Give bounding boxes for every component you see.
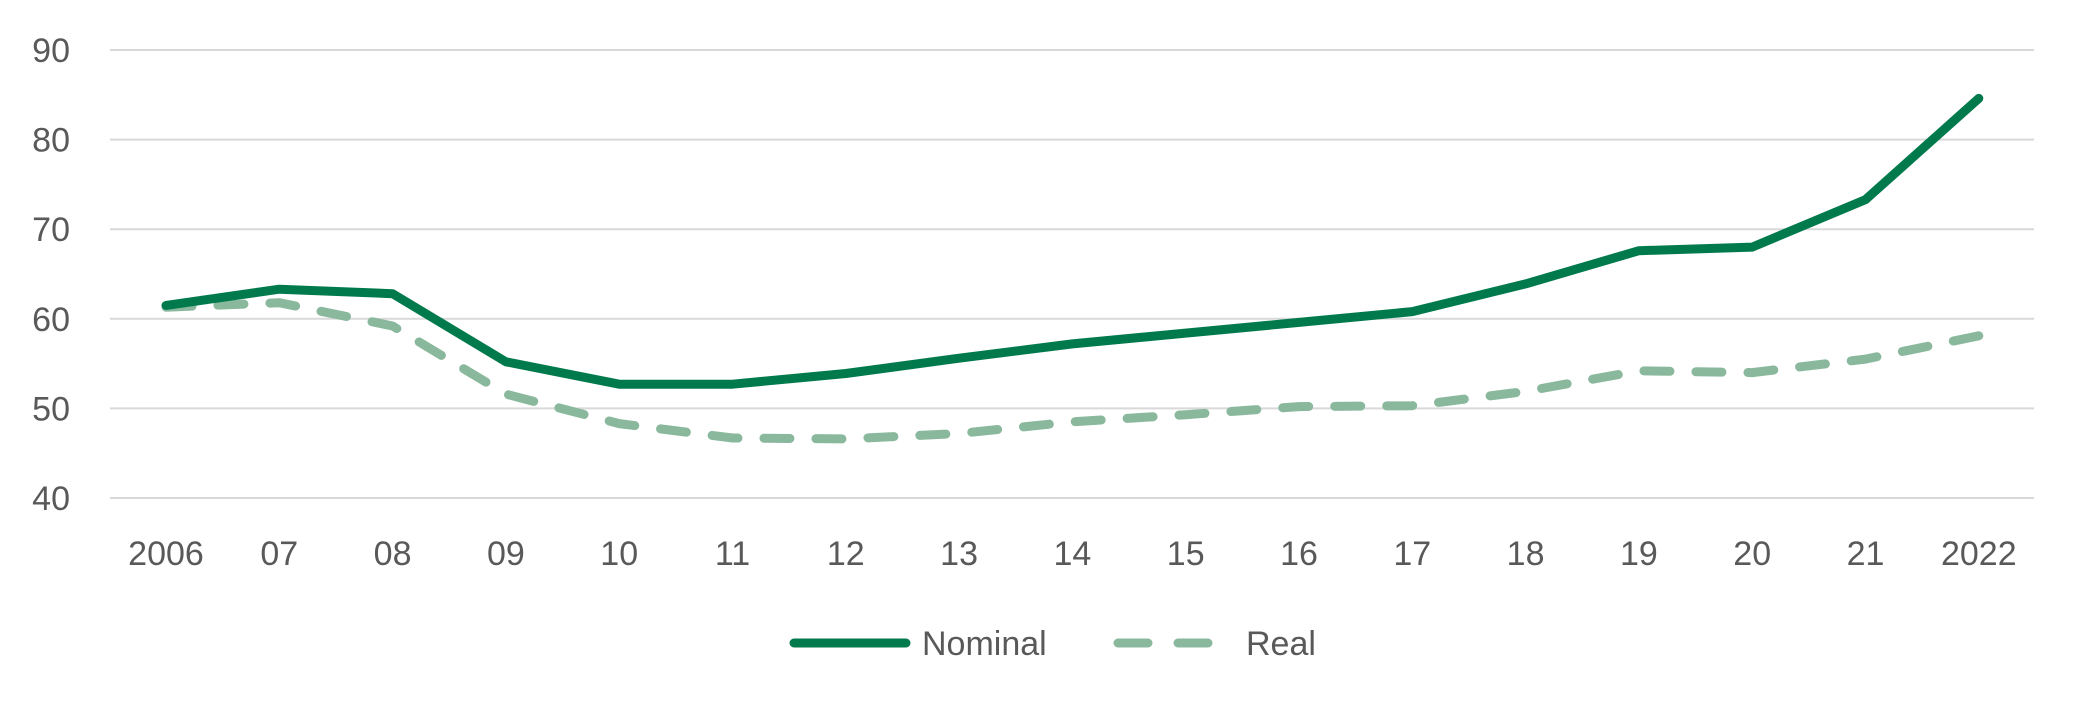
legend-label-real: Real bbox=[1246, 625, 1316, 663]
x-tick-label: 10 bbox=[600, 535, 638, 573]
series-line-nominal bbox=[161, 93, 1984, 389]
x-tick-label: 15 bbox=[1167, 535, 1205, 573]
x-tick-label: 17 bbox=[1393, 535, 1431, 573]
series-lines bbox=[161, 93, 1984, 444]
x-tick-label: 07 bbox=[260, 535, 298, 573]
x-tick-label: 13 bbox=[940, 535, 978, 573]
x-tick-label: 21 bbox=[1847, 535, 1885, 573]
x-tick-label: 18 bbox=[1507, 535, 1545, 573]
y-tick-label: 50 bbox=[32, 390, 70, 428]
x-tick-label: 20 bbox=[1733, 535, 1771, 573]
y-tick-label: 60 bbox=[32, 301, 70, 339]
x-tick-label: 09 bbox=[487, 535, 525, 573]
x-tick-label: 11 bbox=[715, 535, 750, 573]
y-tick-label: 70 bbox=[32, 211, 70, 249]
gridlines bbox=[110, 49, 2034, 499]
x-tick-label: 2022 bbox=[1941, 535, 2017, 573]
x-tick-label: 08 bbox=[374, 535, 412, 573]
legend-label-nominal: Nominal bbox=[922, 625, 1047, 663]
y-tick-label: 90 bbox=[32, 32, 70, 70]
legend: Nominal Real bbox=[789, 625, 1316, 663]
x-tick-label: 19 bbox=[1620, 535, 1658, 573]
x-tick-label: 16 bbox=[1280, 535, 1318, 573]
x-tick-label: 14 bbox=[1053, 535, 1091, 573]
x-axis-ticks: 2006 07 08 09 10 11 12 13 14 15 16 17 18 19 20 21 2022 bbox=[128, 535, 2016, 573]
x-tick-label: 2006 bbox=[128, 535, 204, 573]
y-tick-label: 80 bbox=[32, 122, 70, 160]
y-tick-label: 40 bbox=[32, 480, 70, 518]
series-line-real bbox=[161, 298, 1984, 444]
y-axis-ticks: 40 50 60 70 80 90 bbox=[32, 32, 70, 518]
x-tick-label: 12 bbox=[827, 535, 865, 573]
